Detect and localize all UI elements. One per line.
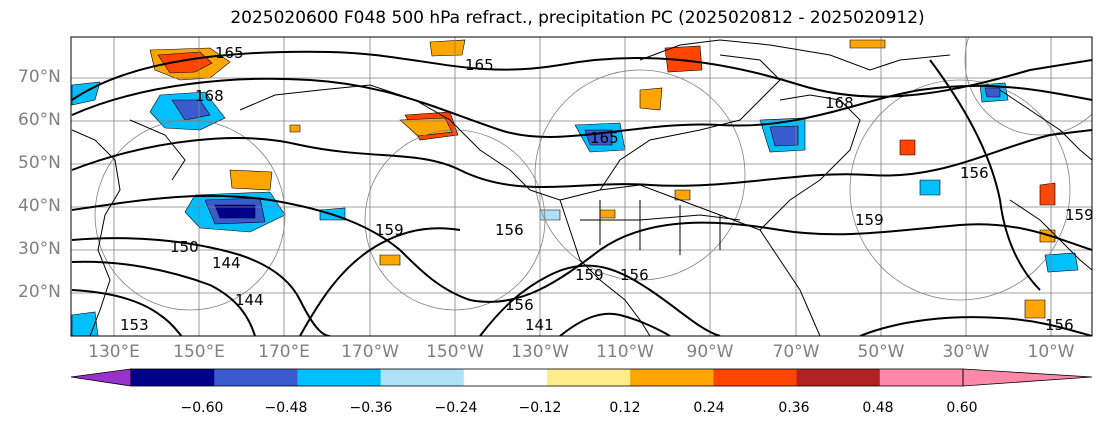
colorbar-segment — [630, 369, 714, 386]
colorbar-tick-label: −0.48 — [264, 400, 308, 416]
lon-label: 10°W — [1027, 342, 1075, 362]
contour-label: 153 — [120, 316, 149, 334]
contour-label: 168 — [825, 94, 854, 112]
lon-label: 70°W — [772, 342, 820, 362]
colorbar-tick-label: −0.24 — [434, 400, 478, 416]
lon-label: 150°E — [173, 342, 225, 362]
colorbar-segment — [297, 369, 382, 386]
contour-label: 156 — [1045, 316, 1074, 334]
colorbar-segment — [214, 369, 298, 386]
colorbar-segment — [547, 369, 631, 386]
refractivity-contours — [71, 50, 1092, 336]
contour-label: 159 — [575, 266, 604, 284]
contour-label: 141 — [525, 316, 554, 334]
contour-label: 156 — [495, 221, 524, 239]
lon-label: 170°W — [341, 342, 399, 362]
contour-label: 156 — [505, 296, 534, 314]
map-title: 2025020600 F048 500 hPa refract., precip… — [230, 8, 925, 28]
colorbar-tick-label: 0.12 — [609, 400, 641, 416]
grid-lines — [71, 37, 1092, 336]
map-frame — [70, 36, 1093, 337]
lon-label: 130°E — [88, 342, 140, 362]
contour-label: 159 — [855, 211, 884, 229]
colorbar-segment — [463, 369, 548, 386]
contour-labels: 165 168 165 168 165 159 159 156 150 144 … — [120, 44, 1094, 334]
contour-label: 159 — [375, 221, 404, 239]
colorbar-tick-label: −0.60 — [180, 400, 224, 416]
lat-label: 20°N — [18, 282, 61, 302]
contour-label: 156 — [620, 266, 649, 284]
colorbar-tick-label: 0.60 — [946, 400, 978, 416]
contour-label: 168 — [195, 87, 224, 105]
contour-label: 165 — [215, 44, 244, 62]
colorbar-tick-label: −0.12 — [518, 400, 562, 416]
colorbar-tick-label: 0.48 — [862, 400, 894, 416]
contour-label: 144 — [212, 254, 241, 272]
lat-label: 50°N — [18, 153, 61, 173]
lon-label: 50°W — [857, 342, 905, 362]
colorbar-segment — [879, 369, 964, 386]
contour-label: 156 — [960, 164, 989, 182]
lon-label: 30°W — [942, 342, 990, 362]
colorbar-tick-label: 0.24 — [693, 400, 725, 416]
colorbar-segment — [796, 369, 881, 386]
contour-label: 165 — [590, 129, 619, 147]
lat-label: 40°N — [18, 196, 61, 216]
lon-label: 170°E — [258, 342, 310, 362]
lon-label: 90°W — [686, 342, 734, 362]
colorbar-tick-label: −0.36 — [349, 400, 393, 416]
colorbar-max-arrow — [962, 368, 1093, 387]
lat-label: 70°N — [18, 67, 61, 87]
precip-shading — [71, 39, 1079, 336]
lat-label: 30°N — [18, 239, 61, 259]
lon-label: 150°W — [426, 342, 484, 362]
colorbar-min-arrow — [70, 368, 132, 387]
lon-label: 130°W — [511, 342, 569, 362]
lon-label: 110°W — [596, 342, 654, 362]
contour-label: 150 — [170, 238, 199, 256]
colorbar-segment — [713, 369, 798, 386]
contour-label: 144 — [235, 291, 264, 309]
colorbar-tick-label: 0.36 — [778, 400, 810, 416]
colorbar — [70, 368, 1093, 387]
contour-label: 165 — [465, 56, 494, 74]
colorbar-segment — [380, 369, 465, 386]
lat-label: 60°N — [18, 110, 61, 130]
contour-label: 159 — [1065, 206, 1094, 224]
colorbar-segment — [131, 369, 215, 386]
